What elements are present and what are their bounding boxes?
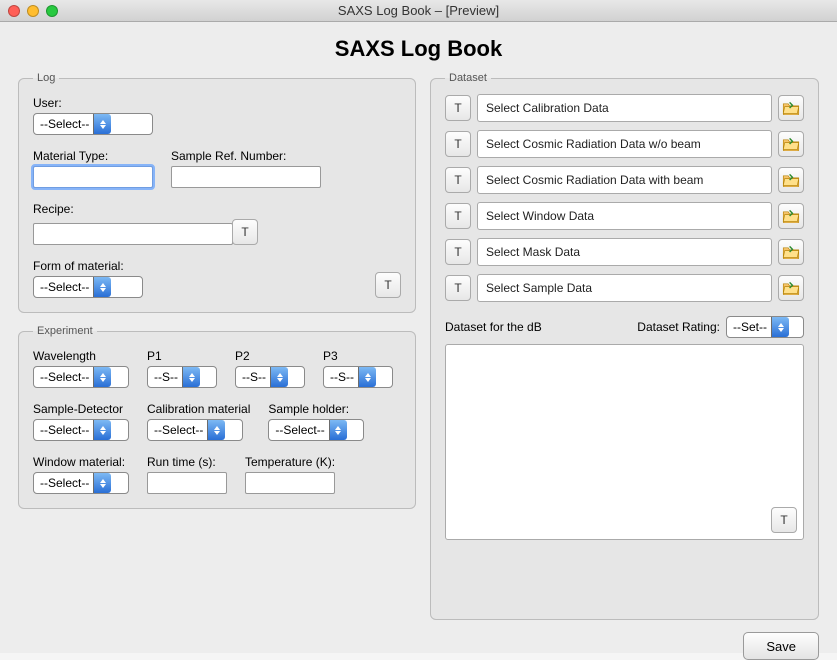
folder-open-icon <box>782 245 800 259</box>
dropdown-arrows-icon <box>182 367 200 387</box>
window-title: SAXS Log Book – [Preview] <box>0 3 837 18</box>
dropdown-arrows-icon <box>771 317 789 337</box>
dataset-row: TSelect Mask Data <box>445 238 804 266</box>
experiment-legend: Experiment <box>33 325 97 337</box>
dataset-row: TSelect Window Data <box>445 202 804 230</box>
folder-open-icon <box>782 101 800 115</box>
dropdown-arrows-icon <box>358 367 376 387</box>
dataset-row-text[interactable]: Select Calibration Data <box>477 94 772 122</box>
window-body: SAXS Log Book Log User: --Select-- Mater… <box>0 22 837 653</box>
user-select[interactable]: --Select-- <box>33 113 153 135</box>
user-select-value: --Select-- <box>40 117 93 131</box>
dataset-row: TSelect Cosmic Radiation Data with beam <box>445 166 804 194</box>
dropdown-arrows-icon <box>329 420 347 440</box>
folder-open-icon <box>782 281 800 295</box>
dataset-row: TSelect Calibration Data <box>445 94 804 122</box>
dataset-row-t-button[interactable]: T <box>445 95 471 121</box>
holder-label: Sample holder: <box>268 402 364 416</box>
p1-select[interactable]: --S-- <box>147 366 217 388</box>
dataset-rating-label: Dataset Rating: <box>637 320 720 334</box>
holder-select[interactable]: --Select-- <box>268 419 364 441</box>
dataset-db-t-button[interactable]: T <box>771 507 797 533</box>
wavelength-select[interactable]: --Select-- <box>33 366 129 388</box>
dataset-db-textarea[interactable]: T <box>445 344 804 540</box>
dropdown-arrows-icon <box>93 277 111 297</box>
temperature-input[interactable] <box>245 472 335 494</box>
dataset-row-browse-button[interactable] <box>778 275 804 301</box>
sd-select[interactable]: --Select-- <box>33 419 129 441</box>
p1-label: P1 <box>147 349 217 363</box>
p2-label: P2 <box>235 349 305 363</box>
dataset-row-t-button[interactable]: T <box>445 167 471 193</box>
dataset-row-text[interactable]: Select Mask Data <box>477 238 772 266</box>
sample-ref-input[interactable] <box>171 166 321 188</box>
dropdown-arrows-icon <box>270 367 288 387</box>
dropdown-arrows-icon <box>93 114 111 134</box>
p3-label: P3 <box>323 349 393 363</box>
sd-label: Sample-Detector <box>33 402 129 416</box>
winmat-label: Window material: <box>33 455 129 469</box>
user-label: User: <box>33 96 401 110</box>
folder-open-icon <box>782 137 800 151</box>
dataset-row-text[interactable]: Select Sample Data <box>477 274 772 302</box>
traffic-lights <box>8 5 58 17</box>
dataset-row-text[interactable]: Select Cosmic Radiation Data w/o beam <box>477 130 772 158</box>
dropdown-arrows-icon <box>207 420 225 440</box>
dataset-row-browse-button[interactable] <box>778 167 804 193</box>
form-label: Form of material: <box>33 259 143 273</box>
dataset-row-text[interactable]: Select Window Data <box>477 202 772 230</box>
calibration-select[interactable]: --Select-- <box>147 419 243 441</box>
p3-select[interactable]: --S-- <box>323 366 393 388</box>
dataset-row-browse-button[interactable] <box>778 239 804 265</box>
page-title: SAXS Log Book <box>18 36 819 62</box>
dataset-legend: Dataset <box>445 72 491 84</box>
dataset-row-t-button[interactable]: T <box>445 131 471 157</box>
folder-open-icon <box>782 209 800 223</box>
recipe-label: Recipe: <box>33 202 401 216</box>
minimize-window-button[interactable] <box>27 5 39 17</box>
wavelength-label: Wavelength <box>33 349 129 363</box>
runtime-input[interactable] <box>147 472 227 494</box>
material-type-input[interactable] <box>33 166 153 188</box>
winmat-select[interactable]: --Select-- <box>33 472 129 494</box>
dataset-rows: TSelect Calibration DataTSelect Cosmic R… <box>445 94 804 302</box>
log-group: Log User: --Select-- Material Type: Samp… <box>18 72 416 313</box>
dataset-rating-select[interactable]: --Set-- <box>726 316 804 338</box>
cal-label: Calibration material <box>147 402 250 416</box>
titlebar: SAXS Log Book – [Preview] <box>0 0 837 22</box>
experiment-group: Experiment Wavelength --Select-- P1 --S-… <box>18 325 416 509</box>
dataset-db-label: Dataset for the dB <box>445 320 542 334</box>
recipe-input[interactable] <box>33 223 233 245</box>
p2-select[interactable]: --S-- <box>235 366 305 388</box>
recipe-t-button[interactable]: T <box>232 219 258 245</box>
runtime-label: Run time (s): <box>147 455 227 469</box>
dataset-row: TSelect Sample Data <box>445 274 804 302</box>
log-legend: Log <box>33 72 59 84</box>
form-select-value: --Select-- <box>40 280 93 294</box>
dataset-row: TSelect Cosmic Radiation Data w/o beam <box>445 130 804 158</box>
close-window-button[interactable] <box>8 5 20 17</box>
dataset-row-text[interactable]: Select Cosmic Radiation Data with beam <box>477 166 772 194</box>
form-select[interactable]: --Select-- <box>33 276 143 298</box>
dropdown-arrows-icon <box>93 473 111 493</box>
folder-open-icon <box>782 173 800 187</box>
zoom-window-button[interactable] <box>46 5 58 17</box>
save-button[interactable]: Save <box>743 632 819 660</box>
dataset-row-t-button[interactable]: T <box>445 203 471 229</box>
dataset-row-browse-button[interactable] <box>778 95 804 121</box>
dataset-row-t-button[interactable]: T <box>445 239 471 265</box>
dropdown-arrows-icon <box>93 420 111 440</box>
sample-ref-label: Sample Ref. Number: <box>171 149 321 163</box>
log-t-button[interactable]: T <box>375 272 401 298</box>
material-type-label: Material Type: <box>33 149 153 163</box>
dataset-group: Dataset TSelect Calibration DataTSelect … <box>430 72 819 620</box>
temp-label: Temperature (K): <box>245 455 335 469</box>
dropdown-arrows-icon <box>93 367 111 387</box>
dataset-row-t-button[interactable]: T <box>445 275 471 301</box>
dataset-row-browse-button[interactable] <box>778 131 804 157</box>
dataset-row-browse-button[interactable] <box>778 203 804 229</box>
